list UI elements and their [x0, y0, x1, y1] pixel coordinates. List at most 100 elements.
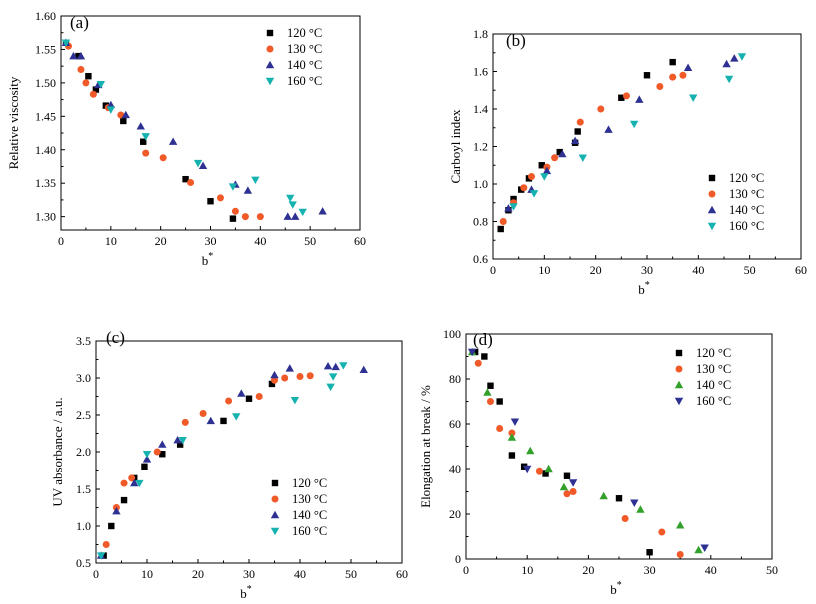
data-point: [528, 173, 535, 180]
x-tick-label: 10: [538, 263, 550, 277]
data-point: [206, 416, 215, 425]
data-point: [142, 455, 152, 463]
data-point: [61, 39, 71, 47]
x-tick-label: 40: [692, 263, 704, 277]
data-point: [141, 463, 148, 470]
legend-marker: [266, 29, 274, 37]
data-point: [228, 183, 238, 191]
legend-label: 130 °C: [696, 362, 731, 376]
legend-marker: [265, 77, 275, 86]
y-tick-label: 1.30: [35, 210, 56, 224]
data-point: [102, 541, 110, 548]
x-tick-label: 20: [192, 567, 204, 581]
data-point: [256, 213, 264, 221]
data-point: [597, 105, 605, 113]
data-point: [198, 161, 208, 169]
y-tick-label: 3.0: [76, 371, 91, 385]
chart-panel-0: 0 10 20 30 40 50 60 1.30 1.35 1.40 1.45 1.50 1.55 1.6…: [6, 9, 366, 268]
x-tick-label: 10: [521, 563, 533, 577]
y-tick-label: 80: [449, 372, 461, 386]
data-point: [669, 58, 676, 66]
data-point: [689, 94, 698, 102]
data-point: [542, 470, 549, 477]
data-point: [496, 425, 504, 432]
x-tick-label: 0: [58, 234, 64, 248]
legend-label: 160 °C: [696, 394, 731, 408]
legend-label: 130 °C: [287, 42, 322, 56]
series-2: [467, 347, 703, 554]
x-tick-label: 0: [93, 567, 99, 581]
data-point: [497, 225, 504, 233]
y-tick-label: 1.0: [473, 177, 488, 191]
legend-label: 160 °C: [729, 219, 764, 233]
y-tick-label: 0.8: [473, 215, 488, 229]
legend: 120 °C 130 °C 140 °C 160 °C: [265, 26, 322, 88]
y-axis-label: Relative viscosity: [6, 76, 21, 169]
y-tick-label: 20: [449, 507, 461, 521]
series-0: [62, 39, 237, 222]
data-point: [159, 451, 166, 458]
data-point: [556, 148, 563, 156]
data-point: [643, 72, 651, 79]
data-point: [181, 418, 189, 426]
data-point: [176, 441, 184, 448]
x-tick-label: 20: [590, 263, 602, 277]
data-point: [173, 435, 182, 444]
data-point: [504, 204, 513, 212]
data-point: [730, 54, 739, 62]
data-point: [683, 63, 693, 71]
data-point: [508, 429, 516, 437]
data-point: [75, 52, 82, 60]
data-point: [121, 110, 130, 119]
legend-marker: [270, 510, 280, 519]
data-point: [141, 133, 150, 141]
series-0: [471, 348, 653, 556]
data-point: [535, 467, 543, 475]
data-point: [563, 490, 571, 498]
series-1: [474, 359, 684, 558]
data-point: [679, 71, 687, 79]
data-point: [700, 544, 709, 552]
data-point: [568, 479, 578, 487]
data-point: [529, 190, 539, 198]
data-point: [241, 213, 249, 221]
x-tick-label: 0: [490, 263, 496, 277]
data-point: [187, 179, 195, 187]
x-tick-label: 30: [644, 563, 656, 577]
panel-label: (c): [106, 328, 125, 347]
y-tick-label: 1.8: [473, 27, 488, 41]
series-0: [100, 380, 276, 559]
data-point: [140, 138, 147, 145]
data-point: [540, 173, 549, 181]
data-point: [220, 417, 227, 425]
data-point: [646, 549, 653, 556]
data-point: [326, 383, 335, 392]
data-point: [467, 348, 477, 357]
data-point: [85, 72, 92, 80]
data-point: [542, 166, 552, 175]
data-point: [306, 372, 314, 380]
data-point: [159, 154, 167, 162]
series-1: [102, 372, 314, 548]
data-point: [618, 94, 625, 101]
chart-panel-1: 0 10 20 30 40 50 60 0.6 0.8 1.0 1.2 1.4 1.6 1.8 (b) b* C…: [448, 27, 807, 297]
data-point: [724, 75, 734, 84]
data-point: [481, 353, 488, 360]
data-point: [92, 86, 100, 93]
y-tick-label: 1.40: [35, 143, 56, 157]
data-point: [245, 395, 253, 402]
legend-label: 130 °C: [292, 492, 327, 506]
data-point: [629, 120, 639, 129]
x-tick-label: 10: [141, 567, 153, 581]
x-tick-label: 30: [205, 234, 217, 248]
data-point: [136, 122, 145, 130]
legend-marker: [271, 479, 279, 487]
data-point: [574, 128, 581, 135]
data-point: [281, 374, 289, 382]
data-point: [142, 451, 152, 459]
y-tick-label: 1.35: [35, 176, 56, 190]
x-tick-label: 50: [744, 263, 756, 277]
data-point: [288, 201, 297, 209]
data-point: [283, 212, 292, 220]
series-3: [467, 348, 709, 552]
